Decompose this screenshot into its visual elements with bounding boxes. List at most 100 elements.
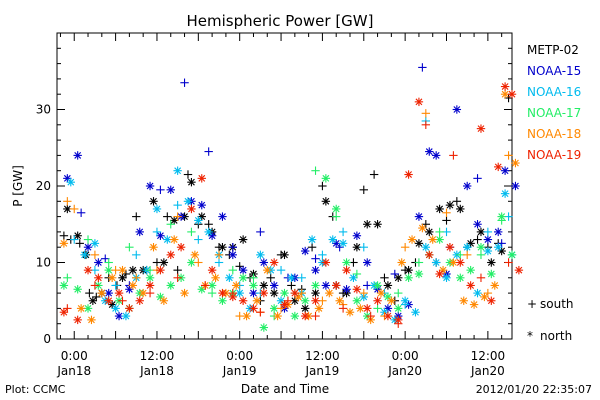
north-marker <box>73 151 82 160</box>
south-marker <box>125 243 134 252</box>
south-marker <box>256 227 265 237</box>
south-marker <box>90 281 100 290</box>
north-marker <box>59 281 69 290</box>
north-marker <box>97 288 107 298</box>
south-marker <box>332 212 341 221</box>
south-marker <box>152 227 162 237</box>
south-marker <box>418 63 427 72</box>
south-marker <box>166 220 175 229</box>
north-marker <box>511 158 520 168</box>
north-marker <box>352 231 362 240</box>
south-marker <box>473 235 482 244</box>
north-marker <box>445 200 455 210</box>
south-marker <box>118 296 127 305</box>
south-marker <box>104 258 113 267</box>
north-marker <box>321 258 331 267</box>
north-marker <box>456 258 465 267</box>
south-marker <box>173 200 182 210</box>
south-marker <box>462 250 472 260</box>
south-marker <box>63 273 72 282</box>
north-marker <box>332 281 341 290</box>
north-marker <box>476 243 486 252</box>
south-marker <box>390 269 400 279</box>
south-marker <box>145 288 155 298</box>
south-marker <box>307 243 317 252</box>
north-marker <box>218 212 227 221</box>
x-tick-time-label: 0:00 <box>392 349 419 363</box>
x-tick-date-label: Jan18 <box>139 364 174 378</box>
south-marker <box>400 243 410 252</box>
north-marker <box>176 243 186 252</box>
north-marker <box>383 281 393 290</box>
north-marker <box>500 166 510 175</box>
south-marker <box>63 197 72 206</box>
north-marker <box>232 281 241 290</box>
north-marker <box>342 285 351 294</box>
north-marker <box>311 288 320 298</box>
marker-legend-label-north: north <box>540 329 572 343</box>
north-marker <box>88 296 98 305</box>
south-marker <box>449 151 458 160</box>
north-marker <box>407 235 417 244</box>
north-marker <box>249 281 258 290</box>
south-marker <box>283 296 293 305</box>
north-marker <box>66 177 75 187</box>
north-marker <box>204 227 213 237</box>
marker-legend-symbol-north: * <box>527 329 533 343</box>
south-marker <box>194 258 203 267</box>
south-marker <box>335 243 344 252</box>
north-marker <box>128 265 138 275</box>
north-marker <box>166 250 175 260</box>
north-marker <box>149 243 158 252</box>
north-marker <box>383 311 393 321</box>
north-marker <box>435 269 444 279</box>
north-marker <box>287 273 296 282</box>
north-marker <box>394 304 403 313</box>
north-marker <box>414 269 424 279</box>
north-marker <box>218 243 227 252</box>
x-axis-label: Date and Time <box>241 382 329 396</box>
north-marker <box>73 315 82 325</box>
north-marker <box>314 304 324 313</box>
south-marker <box>173 265 182 275</box>
north-marker <box>490 281 499 290</box>
north-marker <box>363 258 372 267</box>
north-marker <box>280 288 289 298</box>
plot-credit: Plot: CCMC <box>5 383 66 396</box>
north-marker <box>321 197 331 206</box>
legend-entry-noaa-19: NOAA-19 <box>527 148 581 162</box>
north-marker <box>404 273 413 282</box>
north-marker <box>145 273 155 282</box>
north-marker <box>145 181 155 191</box>
north-marker <box>238 235 248 244</box>
north-marker <box>435 204 444 214</box>
south-marker <box>311 166 320 175</box>
north-marker <box>338 239 348 248</box>
south-marker <box>435 227 444 237</box>
north-marker <box>445 243 455 252</box>
north-marker <box>431 258 441 267</box>
x-tick-time-label: 12:00 <box>471 349 506 363</box>
north-marker <box>376 288 386 298</box>
north-marker <box>259 288 269 298</box>
north-marker <box>363 220 372 229</box>
north-marker <box>300 246 310 256</box>
north-marker <box>187 177 196 187</box>
north-marker <box>252 296 262 305</box>
north-marker <box>411 308 420 317</box>
north-marker <box>483 235 493 244</box>
y-tick-label: 0 <box>43 332 51 346</box>
south-marker <box>311 254 320 263</box>
north-marker <box>418 223 427 233</box>
y-tick-label: 20 <box>36 179 51 193</box>
south-marker <box>83 235 93 244</box>
south-marker <box>92 292 101 302</box>
south-marker <box>276 265 286 275</box>
south-marker <box>101 254 110 263</box>
north-marker <box>166 185 175 195</box>
y-tick-label: 10 <box>36 256 51 270</box>
north-marker <box>207 265 217 275</box>
north-marker <box>425 250 434 260</box>
north-marker <box>111 304 120 313</box>
